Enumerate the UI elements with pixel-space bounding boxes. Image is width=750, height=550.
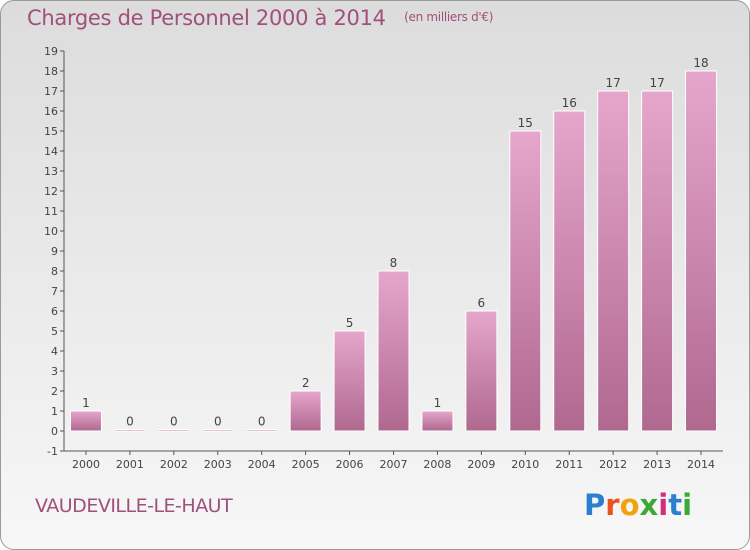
- data-label: 2: [302, 376, 310, 390]
- bar: [289, 390, 322, 432]
- bar: [377, 270, 410, 432]
- y-tick-label: 11: [44, 205, 58, 218]
- data-label: 0: [126, 415, 134, 429]
- x-tick-label: 2010: [511, 458, 539, 471]
- data-label: 5: [346, 316, 354, 330]
- bar: [553, 110, 586, 432]
- logo-letter: t: [668, 488, 683, 522]
- logo-letter: i: [658, 488, 669, 522]
- x-tick-label: 2012: [599, 458, 627, 471]
- bar: [157, 429, 190, 432]
- data-label: 16: [562, 96, 577, 110]
- x-tick-label: 2014: [687, 458, 715, 471]
- logo-letter: r: [605, 488, 620, 522]
- y-tick-label: 15: [44, 125, 58, 138]
- logo-letter: o: [619, 488, 640, 522]
- y-tick-label: 7: [51, 285, 58, 298]
- data-label: 17: [606, 76, 621, 90]
- logo-letter: x: [639, 488, 659, 522]
- data-label: 8: [390, 256, 398, 270]
- bar: [685, 70, 718, 432]
- bar: [597, 90, 630, 432]
- proxiti-logo: Proxiti: [584, 488, 692, 522]
- data-label: 0: [214, 415, 222, 429]
- x-tick-label: 2001: [116, 458, 144, 471]
- y-tick-label: 5: [51, 325, 58, 338]
- bar: [509, 130, 542, 432]
- x-tick-label: 2011: [555, 458, 583, 471]
- bar: [465, 310, 498, 432]
- bar: [69, 410, 102, 432]
- y-tick-label: 3: [51, 365, 58, 378]
- x-tick-label: 2005: [292, 458, 320, 471]
- y-tick-label: 4: [51, 345, 58, 358]
- bar: [333, 330, 366, 432]
- logo-letter: P: [584, 488, 606, 522]
- y-tick-label: 0: [51, 425, 58, 438]
- bar: [201, 429, 234, 432]
- data-label: 6: [478, 296, 486, 310]
- y-tick-label: 10: [44, 225, 58, 238]
- chart-subtitle: (en milliers d'€): [404, 10, 494, 24]
- y-tick-label: 16: [44, 105, 58, 118]
- bar: [641, 90, 674, 432]
- chart-title-text: Charges de Personnel 2000 à 2014: [27, 6, 386, 30]
- location-name: VAUDEVILLE-LE-HAUT: [35, 495, 233, 517]
- chart-title: Charges de Personnel 2000 à 2014 (en mil…: [27, 6, 493, 30]
- data-label: 17: [649, 76, 664, 90]
- y-tick-label: -1: [47, 445, 58, 458]
- y-tick-label: 19: [44, 45, 58, 58]
- data-label: 0: [258, 415, 266, 429]
- x-tick-label: 2009: [467, 458, 495, 471]
- y-tick-label: 9: [51, 245, 58, 258]
- bar: [245, 429, 278, 432]
- bar: [421, 410, 454, 432]
- bar: [113, 429, 146, 432]
- y-tick-label: 2: [51, 385, 58, 398]
- x-tick-label: 2007: [380, 458, 408, 471]
- y-tick-label: 1: [51, 405, 58, 418]
- x-tick-label: 2002: [160, 458, 188, 471]
- y-tick-label: 8: [51, 265, 58, 278]
- x-tick-label: 2000: [72, 458, 100, 471]
- x-tick-label: 2008: [423, 458, 451, 471]
- x-tick-label: 2013: [643, 458, 671, 471]
- x-tick-label: 2003: [204, 458, 232, 471]
- data-label: 1: [434, 396, 442, 410]
- data-label: 1: [82, 396, 90, 410]
- data-label: 18: [693, 56, 708, 70]
- y-tick-label: 12: [44, 185, 58, 198]
- x-tick-label: 2006: [336, 458, 364, 471]
- logo-letter: i: [682, 488, 693, 522]
- x-tick-label: 2004: [248, 458, 276, 471]
- y-tick-label: 14: [44, 145, 58, 158]
- data-label: 0: [170, 415, 178, 429]
- y-tick-label: 6: [51, 305, 58, 318]
- data-label: 15: [518, 116, 533, 130]
- y-tick-label: 13: [44, 165, 58, 178]
- y-tick-label: 17: [44, 85, 58, 98]
- y-tick-label: 18: [44, 65, 58, 78]
